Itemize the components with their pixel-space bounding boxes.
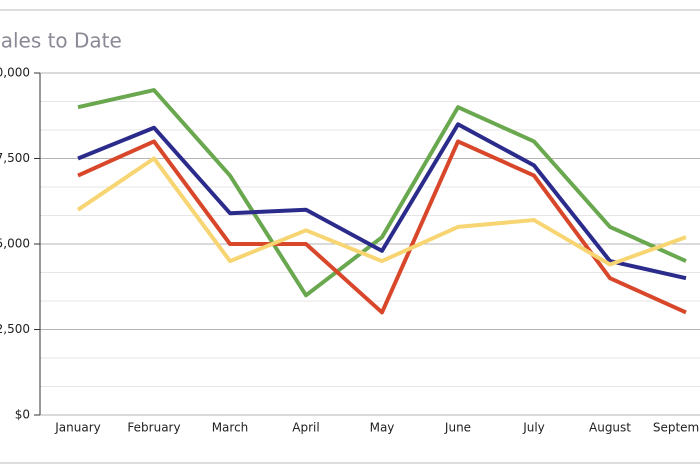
x-tick-label: June (444, 421, 471, 435)
y-tick-label: $5,000 (0, 237, 30, 251)
y-tick-label: $10,000 (0, 66, 30, 80)
frame (0, 9, 700, 464)
x-tick-label: February (127, 421, 180, 435)
series-line (77, 88, 687, 298)
x-tick-label: April (292, 421, 319, 435)
y-tick-label: $0 (15, 408, 30, 422)
y-tick-label: $7,500 (0, 151, 30, 165)
series-line (77, 122, 687, 281)
x-tick-label: August (589, 421, 631, 435)
x-tick-label: May (370, 421, 395, 435)
series-line (77, 139, 687, 315)
series-line (76, 156, 687, 267)
x-tick-label: July (522, 421, 545, 435)
x-tick-label: March (212, 421, 249, 435)
chart-title: Sales to Date (0, 29, 122, 53)
y-tick-label: $2,500 (0, 322, 30, 336)
x-tick-label: September (653, 421, 700, 435)
x-tick-label: January (54, 421, 101, 435)
